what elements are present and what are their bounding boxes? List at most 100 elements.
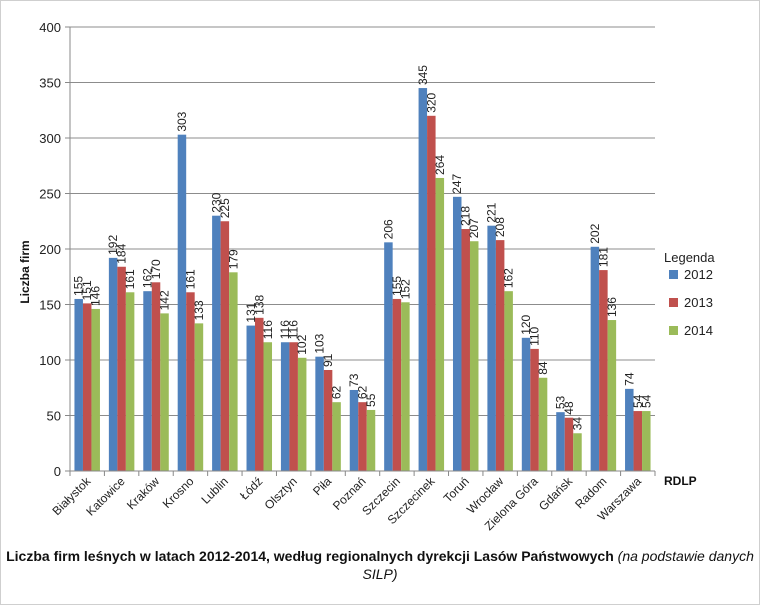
data-label-2014: 179 xyxy=(226,249,240,269)
data-label-2012: 103 xyxy=(313,333,327,353)
bar-2012 xyxy=(418,88,428,472)
bar-2012 xyxy=(590,246,600,471)
data-label-2012: 247 xyxy=(450,173,464,193)
data-label-2013: 155 xyxy=(390,276,404,296)
bar-2012 xyxy=(384,242,393,471)
data-label-2014: 102 xyxy=(295,334,309,354)
bar-2013 xyxy=(427,115,436,472)
bar-2012 xyxy=(452,196,462,471)
x-category-label: Piła xyxy=(310,474,334,498)
bar-2014 xyxy=(538,377,548,471)
bar-2013 xyxy=(633,411,643,471)
x-category-label: Katowice xyxy=(83,474,128,519)
legend: Legenda 2012 2013 2014 xyxy=(664,250,715,338)
data-label-2014: 152 xyxy=(398,279,412,299)
data-label-2012: 116 xyxy=(278,320,292,339)
data-label-2012: 155 xyxy=(72,276,86,296)
legend-title: Legenda xyxy=(664,250,715,265)
x-category-label: Łódź xyxy=(237,474,265,502)
data-label-2014: 136 xyxy=(605,297,619,317)
chart-title: Liczba firm leśnych w latach 2012-2014, … xyxy=(6,548,614,564)
y-tick-label: 200 xyxy=(39,242,61,257)
data-label-2013: 62 xyxy=(356,386,370,400)
data-label-2013: 181 xyxy=(596,247,610,267)
bar-2014 xyxy=(229,272,238,471)
y-axis-title: Liczba firm xyxy=(18,240,32,303)
bar-2014 xyxy=(469,241,479,471)
bar-2013 xyxy=(461,229,470,471)
data-label-2014: 84 xyxy=(536,361,550,375)
bar-2014 xyxy=(91,308,100,471)
bar-2014 xyxy=(573,433,582,471)
data-label-2014: 146 xyxy=(89,286,103,306)
data-label-2014: 162 xyxy=(502,268,516,288)
bar-2012 xyxy=(556,412,565,471)
bar-2014 xyxy=(160,313,169,471)
data-label-2012: 206 xyxy=(381,219,395,239)
y-tick-label: 100 xyxy=(39,353,61,368)
data-label-2012: 74 xyxy=(622,372,636,386)
bar-2014 xyxy=(366,409,376,471)
bar-2013 xyxy=(117,266,126,471)
data-label-2012: 162 xyxy=(141,268,155,288)
y-tick-label: 300 xyxy=(39,131,61,146)
x-axis-title: RDLP xyxy=(664,474,697,488)
data-label-2012: 73 xyxy=(347,373,361,387)
legend-item-2013: 2013 xyxy=(684,295,713,310)
data-label-2012: 192 xyxy=(106,235,120,255)
legend-item-2012: 2012 xyxy=(684,267,713,282)
bar-2014 xyxy=(504,291,513,471)
data-label-2012: 221 xyxy=(485,202,499,222)
bar-2012 xyxy=(349,389,359,471)
bar-2012 xyxy=(212,215,221,471)
data-label-2013: 54 xyxy=(631,394,645,408)
bar-2012 xyxy=(521,337,531,471)
data-label-2013: 116 xyxy=(287,320,301,339)
bar-2012 xyxy=(74,298,83,471)
bars xyxy=(74,88,651,472)
data-label-2012: 131 xyxy=(244,302,258,322)
y-tick-label: 0 xyxy=(54,464,61,479)
y-tick-label: 150 xyxy=(39,298,61,313)
bar-2013 xyxy=(289,342,298,471)
data-label-2012: 303 xyxy=(175,111,189,131)
data-label-2014: 142 xyxy=(158,290,172,310)
legend-swatch-2013 xyxy=(669,298,678,307)
bar-2013 xyxy=(392,298,402,471)
bar-2014 xyxy=(435,177,445,471)
data-label-2014: 55 xyxy=(364,393,378,407)
bar-2012 xyxy=(487,225,496,471)
x-category-label: Lublin xyxy=(198,474,231,507)
data-label-2013: 151 xyxy=(80,280,94,300)
data-label-2013: 48 xyxy=(562,401,576,415)
bar-2013 xyxy=(186,292,195,471)
data-label-2012: 53 xyxy=(553,395,567,409)
bar-2014 xyxy=(297,357,307,471)
bar-2013 xyxy=(599,270,608,471)
x-category-label: Kraków xyxy=(124,474,162,512)
bar-2012 xyxy=(625,388,634,471)
bar-2014 xyxy=(263,342,273,471)
data-label-2013: 218 xyxy=(459,206,473,226)
legend-item-2014: 2014 xyxy=(684,323,713,338)
data-label-2013: 91 xyxy=(321,353,335,367)
chart-caption: Liczba firm leśnych w latach 2012-2014, … xyxy=(0,547,760,583)
data-label-2014: 264 xyxy=(433,155,447,175)
x-category-label: Olsztyn xyxy=(262,474,300,512)
data-label-2013: 110 xyxy=(528,326,542,345)
bar-2013 xyxy=(530,348,539,471)
data-label-2014: 54 xyxy=(639,394,653,408)
bar-2013 xyxy=(358,402,367,471)
bar-2012 xyxy=(108,257,118,471)
bar-2014 xyxy=(401,302,410,471)
bar-2014 xyxy=(332,402,341,471)
data-label-2013: 184 xyxy=(115,243,129,263)
bar-2013 xyxy=(495,240,505,471)
data-label-2013: 225 xyxy=(218,198,232,218)
x-category-label: Krosno xyxy=(160,474,197,511)
data-label-2014: 161 xyxy=(123,269,137,289)
bar-2012 xyxy=(246,325,256,471)
data-label-2014: 133 xyxy=(192,300,206,320)
